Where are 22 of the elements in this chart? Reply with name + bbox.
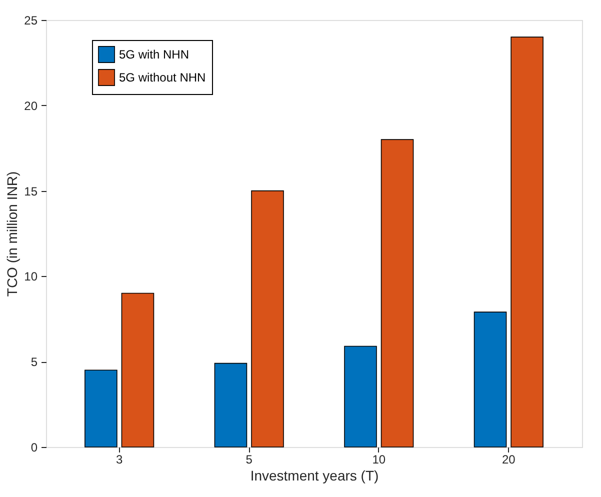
- bar: [344, 346, 377, 448]
- x-axis-title: Investment years (T): [250, 468, 379, 484]
- bar: [380, 139, 414, 448]
- bar: [84, 370, 118, 448]
- y-tick-label: 25: [24, 14, 38, 28]
- y-tick-label: 10: [24, 270, 38, 284]
- legend-label: 5G without NHN: [119, 70, 206, 84]
- y-tick-label: 15: [24, 184, 38, 198]
- x-tick-label: 3: [116, 452, 123, 466]
- bar: [474, 312, 507, 448]
- bar: [121, 292, 154, 448]
- y-tick-label: 0: [30, 440, 38, 454]
- x-tick-label: 5: [246, 452, 253, 466]
- legend-label: 5G with NHN: [119, 48, 190, 62]
- bar: [214, 362, 248, 448]
- x-tick-label: 10: [372, 452, 386, 466]
- bar: [251, 190, 284, 448]
- y-tick-label: 20: [24, 98, 38, 113]
- x-tick-label: 20: [502, 452, 516, 466]
- bar: [510, 36, 544, 448]
- y-tick-label: 5: [30, 355, 38, 370]
- y-axis-title: TCO (in million INR): [4, 171, 20, 297]
